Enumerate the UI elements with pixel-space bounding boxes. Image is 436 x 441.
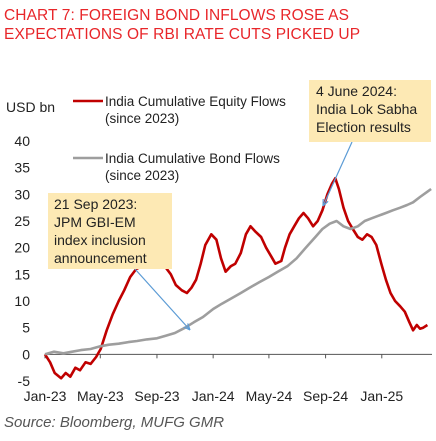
y-tick-label: 20 xyxy=(14,240,30,256)
equity-series-line xyxy=(43,177,429,380)
x-tick-label: May-23 xyxy=(77,388,124,404)
y-tick-label: 15 xyxy=(14,266,30,282)
y-tick-label: -5 xyxy=(18,373,31,389)
x-tick-label: Sep-23 xyxy=(134,388,179,404)
x-tick-label: Jan-23 xyxy=(24,388,67,404)
legend-sublabel-bond: (since 2023) xyxy=(105,168,179,183)
y-tick-label: 40 xyxy=(14,133,30,149)
bond-series-line xyxy=(44,187,432,356)
x-tick-label: Jan-25 xyxy=(360,388,403,404)
annotation-connector-election xyxy=(322,141,353,207)
annotation-connector-gbi-em xyxy=(134,268,191,331)
y-tick-label: 30 xyxy=(14,186,30,202)
legend-sublabel-equity: (since 2023) xyxy=(105,111,179,126)
y-tick-label: 10 xyxy=(14,293,30,309)
y-tick-label: 5 xyxy=(22,320,30,336)
annotation-arrowhead-gbi-em xyxy=(183,323,191,331)
annotation-text-election: Election results xyxy=(316,119,411,135)
annotation-box-election xyxy=(309,80,431,142)
y-tick-label: 25 xyxy=(14,213,30,229)
y-tick-label: 35 xyxy=(14,160,30,176)
annotation-text-election: India Lok Sabha xyxy=(316,101,417,117)
x-tick-label: May-24 xyxy=(246,388,293,404)
chart-title-line-1: CHART 7: FOREIGN BOND INFLOWS ROSE AS xyxy=(4,7,350,24)
x-tick-label: Sep-24 xyxy=(303,388,348,404)
chart-source: Source: Bloomberg, MUFG GMR xyxy=(4,414,225,431)
annotation-arrowhead-election xyxy=(322,198,329,207)
annotation-text-gbi-em: JPM GBI-EM xyxy=(54,214,136,230)
annotation-text-gbi-em: announcement xyxy=(54,250,147,266)
annotation-box-gbi-em xyxy=(48,193,172,269)
legend-label-bond: India Cumulative Bond Flows xyxy=(105,151,280,166)
x-tick-label: Jan-24 xyxy=(192,388,235,404)
annotation-text-gbi-em: index inclusion xyxy=(54,232,146,248)
y-axis-label: USD bn xyxy=(6,99,55,115)
chart-title: CHART 7: FOREIGN BOND INFLOWS ROSE AS EX… xyxy=(4,6,434,44)
annotation-text-gbi-em: 21 Sep 2023: xyxy=(54,196,137,212)
legend-label-equity: India Cumulative Equity Flows xyxy=(105,94,286,109)
chart-title-line-2: EXPECTATIONS OF RBI RATE CUTS PICKED UP xyxy=(4,26,361,43)
annotation-text-election: 4 June 2024: xyxy=(316,83,397,99)
y-tick-label: 0 xyxy=(22,346,30,362)
